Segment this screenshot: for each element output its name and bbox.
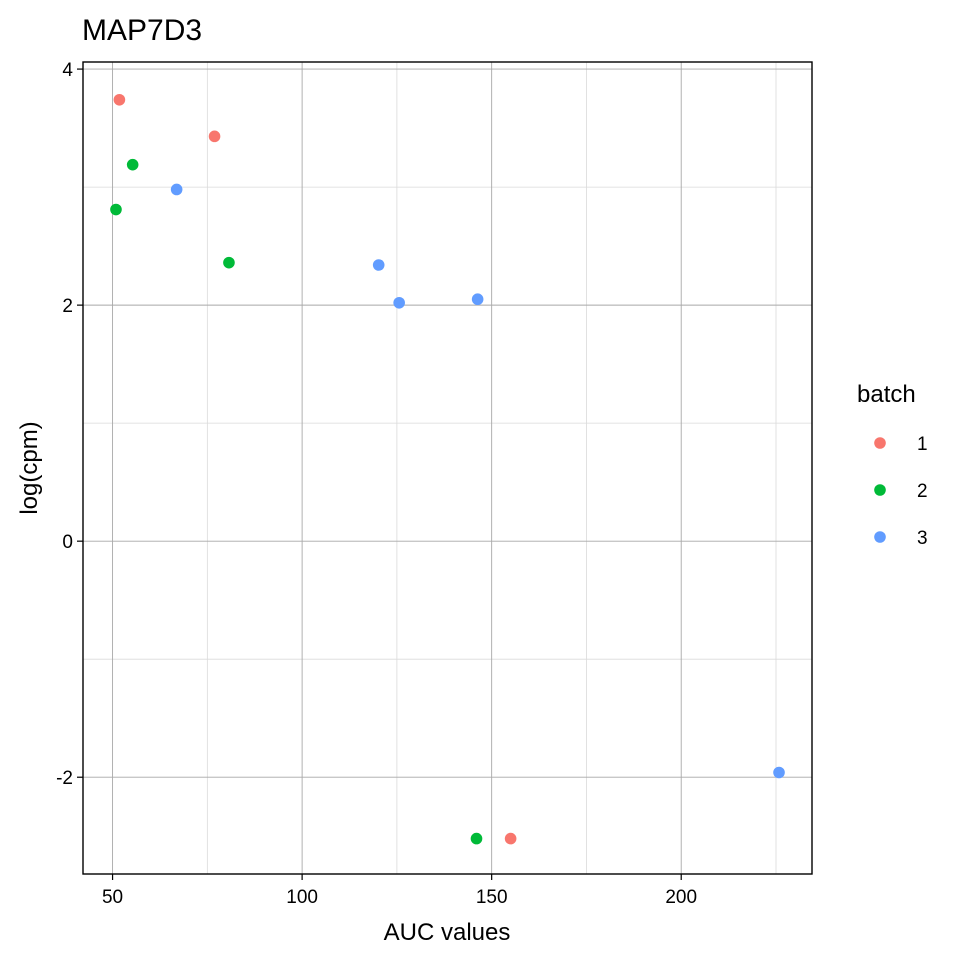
point-batch-2-0 [126, 158, 139, 171]
y-tick-label-3: 4 [62, 60, 73, 81]
x-tick-label-1: 100 [286, 887, 318, 908]
x-tick-label-2: 150 [476, 887, 508, 908]
y-tick-label-2: 2 [62, 296, 73, 317]
point-batch-2-3 [470, 832, 483, 845]
point-batch-3-1 [372, 259, 385, 271]
point-batch-1-1 [208, 130, 221, 143]
x-axis-title: AUC values [384, 919, 511, 946]
point-batch-1-2 [504, 832, 517, 845]
y-tick-label-0: -2 [56, 768, 73, 789]
x-axis-ticks: 50 100 150 200 [102, 874, 697, 908]
point-batch-2-1 [110, 203, 122, 216]
legend-items: 1 2 3 [874, 434, 928, 549]
grid-minor [83, 62, 812, 874]
legend: batch 1 2 3 [857, 381, 928, 549]
point-batch-2-2 [223, 256, 235, 269]
legend-label-1: 1 [917, 434, 928, 455]
legend-title: batch [857, 381, 916, 408]
point-batch-1-0 [113, 93, 126, 106]
data-points [110, 93, 785, 845]
y-tick-label-1: 0 [62, 532, 73, 553]
point-batch-3-4 [773, 766, 785, 779]
x-tick-label-0: 50 [102, 887, 123, 908]
x-tick-label-3: 200 [665, 887, 697, 908]
legend-label-2: 2 [917, 481, 928, 502]
chart-title: MAP7D3 [82, 14, 202, 47]
point-batch-3-0 [170, 183, 183, 196]
legend-key-3 [874, 531, 886, 543]
legend-label-3: 3 [917, 528, 928, 549]
point-batch-3-3 [471, 293, 484, 306]
legend-key-1 [874, 437, 886, 449]
y-axis-title: log(cpm) [16, 421, 43, 514]
legend-key-2 [874, 484, 886, 496]
grid-major [83, 62, 812, 874]
plot-panel-border [82, 61, 813, 875]
y-axis-ticks: -2 0 2 4 [56, 60, 83, 789]
point-batch-3-2 [393, 296, 405, 309]
